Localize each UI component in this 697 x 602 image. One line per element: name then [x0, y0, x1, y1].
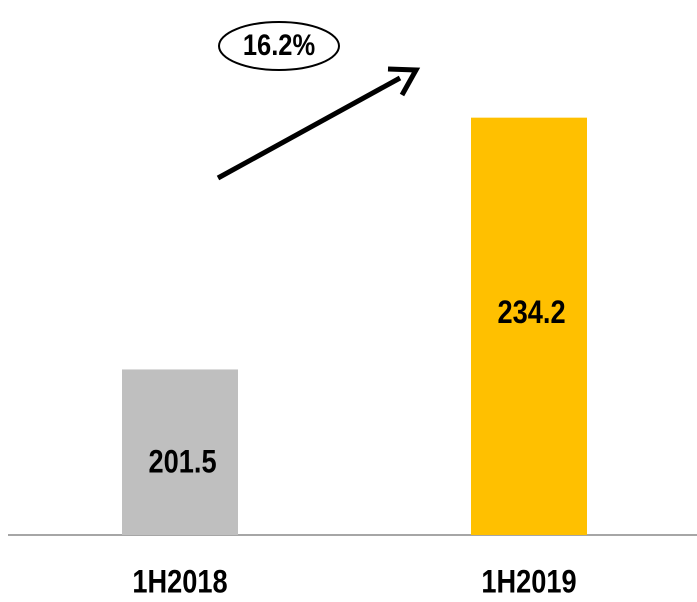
annotation-ellipse: [218, 21, 340, 71]
arrow-head: [387, 66, 421, 97]
x-tick-label: 1H2019: [481, 564, 576, 600]
value-label: 234.2: [498, 295, 566, 331]
bar: [122, 369, 238, 535]
annotation: 16.2%: [243, 28, 316, 61]
bar: [471, 117, 587, 535]
growth-arrow: [216, 75, 402, 181]
value-label: 201.5: [149, 445, 217, 481]
x-tick-label: 1H2018: [132, 564, 227, 600]
